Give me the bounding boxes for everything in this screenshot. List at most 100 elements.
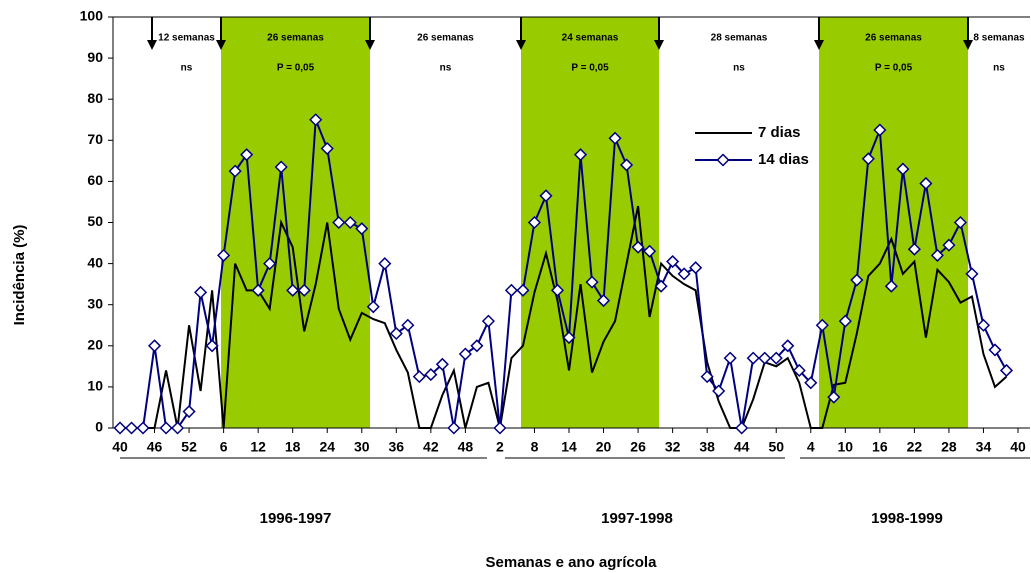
marker <box>550 283 565 297</box>
marker <box>942 238 956 252</box>
marker <box>147 339 162 353</box>
marker <box>470 339 484 353</box>
period-label: 28 semanas <box>711 33 768 44</box>
marker <box>976 318 991 332</box>
x-tick-label: 26 <box>630 439 646 455</box>
season-label: 1998-1999 <box>871 510 943 527</box>
x-tick-label: 14 <box>561 439 577 455</box>
period-label: 8 semanas <box>973 33 1025 44</box>
marker <box>205 339 219 353</box>
x-tick-label: 40 <box>1010 439 1026 455</box>
x-tick-label: 48 <box>458 439 474 455</box>
x-tick-label: 28 <box>941 439 957 455</box>
x-tick-label: 6 <box>220 439 228 455</box>
marker <box>677 267 691 281</box>
marker <box>366 300 380 314</box>
marker <box>988 343 1002 357</box>
marker <box>815 318 829 332</box>
marker <box>527 215 542 230</box>
period-test: P = 0,05 <box>277 63 315 74</box>
x-tick-label: 18 <box>285 439 301 455</box>
marker <box>240 148 254 162</box>
marker <box>746 351 760 365</box>
x-tick-label: 38 <box>699 439 715 455</box>
marker <box>873 123 887 137</box>
marker <box>389 326 403 341</box>
marker <box>113 421 127 435</box>
marker <box>182 404 196 419</box>
x-tick-label: 42 <box>423 439 439 455</box>
period-test: P = 0,05 <box>875 63 913 74</box>
period-test: ns <box>993 63 1005 74</box>
period-test: ns <box>440 63 452 74</box>
marker <box>907 242 921 256</box>
marker <box>297 283 311 297</box>
season-label: 1997-1998 <box>601 510 673 527</box>
marker <box>286 283 300 297</box>
marker <box>309 113 323 127</box>
y-tick-label: 30 <box>87 295 103 311</box>
y-tick-label: 70 <box>87 131 103 147</box>
marker <box>447 421 461 435</box>
marker <box>953 215 967 230</box>
y-tick-label: 90 <box>87 49 103 65</box>
arrow-head <box>654 40 664 50</box>
x-tick-label: 20 <box>596 439 612 455</box>
legend-marker <box>716 153 730 167</box>
y-tick-label: 20 <box>87 337 103 353</box>
period-label: 26 semanas <box>865 33 922 44</box>
period-label: 24 semanas <box>562 33 619 44</box>
marker <box>481 314 495 328</box>
y-tick-label: 50 <box>87 213 103 229</box>
marker <box>861 152 875 166</box>
season-label: 1996-1997 <box>260 510 332 527</box>
marker <box>194 285 208 299</box>
marker <box>401 318 415 332</box>
marker <box>850 273 864 287</box>
marker <box>435 357 449 371</box>
period-label: 26 semanas <box>417 33 474 44</box>
marker <box>608 131 622 145</box>
y-axis-title: Incidência (%) <box>11 225 28 326</box>
marker <box>999 363 1014 378</box>
x-tick-label: 46 <box>147 439 163 455</box>
marker <box>320 141 334 156</box>
period-label: 12 semanas <box>158 33 215 44</box>
marker <box>804 376 818 390</box>
shaded-period <box>521 17 659 428</box>
marker <box>343 215 357 230</box>
x-tick-label: 2 <box>496 439 504 455</box>
period-label: 26 semanas <box>267 33 324 44</box>
x-tick-label: 50 <box>768 439 784 455</box>
marker <box>355 222 369 236</box>
arrow-head <box>147 40 157 50</box>
y-tick-label: 80 <box>87 90 103 106</box>
marker <box>965 267 979 281</box>
marker <box>666 254 680 269</box>
marker <box>562 331 576 345</box>
x-tick-label: 22 <box>907 439 923 455</box>
x-tick-label: 40 <box>112 439 128 455</box>
marker <box>228 164 242 178</box>
marker <box>263 257 277 271</box>
arrow-head <box>365 40 375 50</box>
y-tick-label: 10 <box>87 378 103 394</box>
arrow-head <box>516 40 526 50</box>
x-tick-label: 34 <box>976 439 992 455</box>
marker <box>424 368 438 382</box>
marker <box>643 244 657 258</box>
x-tick-label: 16 <box>872 439 888 455</box>
marker <box>884 279 898 293</box>
marker <box>504 283 518 297</box>
x-tick-label: 10 <box>838 439 854 455</box>
marker <box>735 421 749 435</box>
period-test: P = 0,05 <box>571 63 609 74</box>
marker <box>332 215 346 230</box>
arrow-head <box>963 40 973 50</box>
marker <box>700 370 714 384</box>
marker <box>251 283 265 297</box>
x-tick-label: 4 <box>807 439 815 455</box>
arrow-head <box>216 40 226 50</box>
marker <box>493 421 507 435</box>
